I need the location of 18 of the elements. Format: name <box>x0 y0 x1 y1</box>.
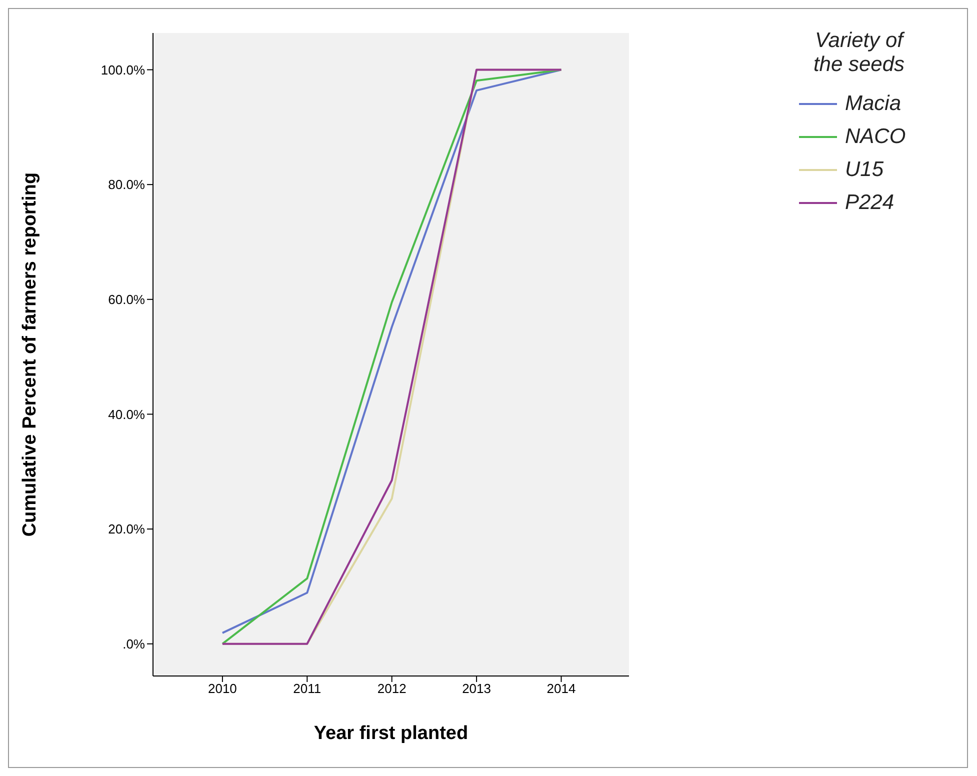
x-tick-label: 2013 <box>462 681 492 696</box>
y-tick-label: 100.0% <box>100 62 146 78</box>
legend-title: Variety of the seeds <box>812 29 906 77</box>
x-tick-label: 2010 <box>208 681 237 696</box>
y-tick-label: 40.0% <box>108 406 146 422</box>
y-tick-label: 60.0% <box>108 292 146 307</box>
x-axis-title: Year first planted <box>314 723 468 744</box>
legend-label: NACO <box>845 124 906 148</box>
y-tick-label: .0% <box>122 636 146 652</box>
legend-label: Macia <box>845 92 902 116</box>
x-tick-label: 2014 <box>546 681 576 696</box>
legend-label: P224 <box>845 190 894 214</box>
x-tick-label: 2011 <box>293 681 322 696</box>
y-tick-label: 80.0% <box>108 177 146 192</box>
y-tick-label: 20.0% <box>108 522 146 537</box>
x-tick-label: 2012 <box>377 681 406 696</box>
legend-label: U15 <box>845 158 884 182</box>
y-axis-title: Cumulative Percent of farmers reporting <box>20 172 41 537</box>
